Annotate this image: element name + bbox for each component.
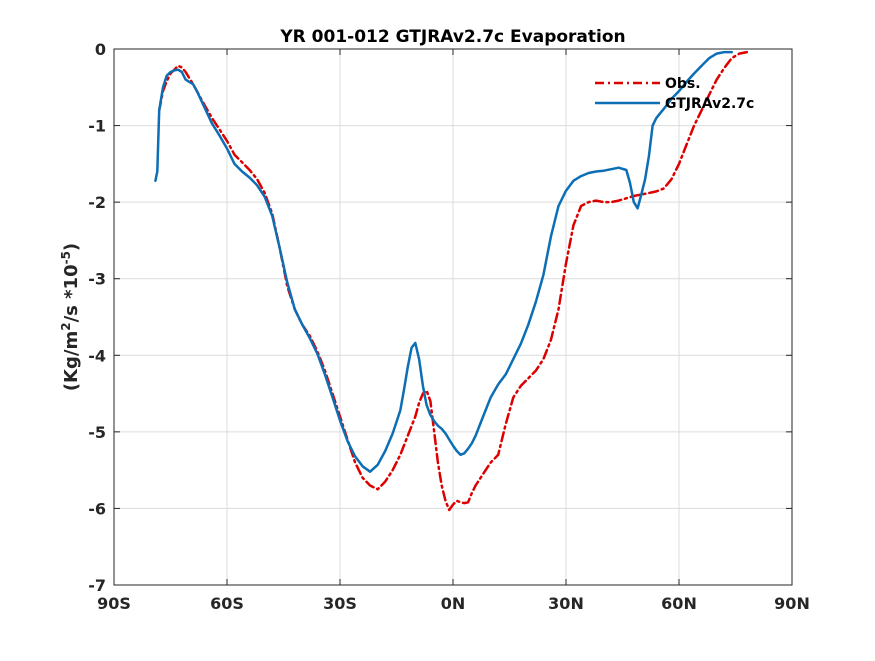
- y-tick-label: -3: [88, 270, 106, 289]
- series-line-1: [154, 50, 733, 473]
- x-tick-label: 90S: [97, 594, 131, 613]
- series-lines: [154, 50, 749, 512]
- tick-marks: 90S 60S 30S 0N 30N 60N 90N 0 -1 -2 -3 -4 -5 -6 -7: [88, 40, 810, 613]
- y-tick-label: -2: [88, 193, 106, 212]
- y-tick-label: -6: [88, 499, 106, 518]
- x-tick-label: 60S: [210, 594, 244, 613]
- x-tick-label: 90N: [774, 594, 810, 613]
- y-tick-label: 0: [95, 40, 106, 59]
- legend-label-gtjra: GTJRAv2.7c: [665, 96, 754, 112]
- legend-label-obs: Obs.: [665, 76, 701, 92]
- y-tick-label: -5: [88, 423, 106, 442]
- chart-title: YR 001-012 GTJRAv2.7c Evaporation: [279, 27, 625, 47]
- y-axis-label: (Kg/m2/s *10-5): [59, 243, 82, 391]
- y-tick-label: -4: [88, 346, 106, 365]
- y-tick-label: -1: [88, 117, 106, 136]
- x-tick-label: 0N: [441, 594, 466, 613]
- x-tick-label: 30N: [548, 594, 584, 613]
- grid-lines: [114, 49, 792, 585]
- x-tick-label: 60N: [661, 594, 697, 613]
- x-tick-label: 30S: [323, 594, 357, 613]
- legend: Obs. GTJRAv2.7c: [595, 76, 754, 112]
- y-tick-label: -7: [88, 576, 106, 595]
